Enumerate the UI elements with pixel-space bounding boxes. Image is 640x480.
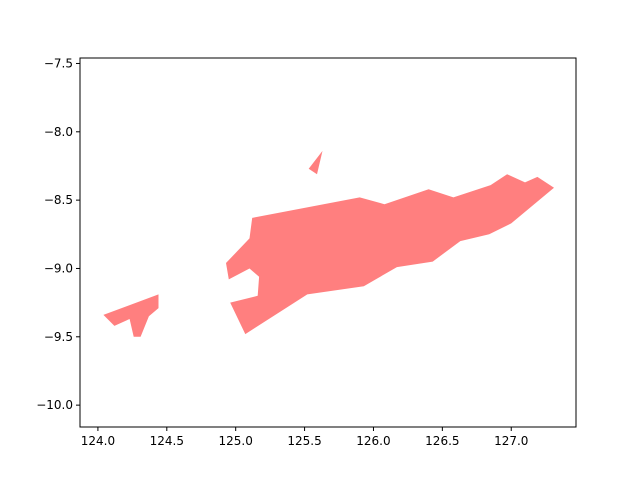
y-axis-ticks: −7.5 −8.0 −8.5 −9.0 −9.5 −10.0 <box>36 56 80 412</box>
y-tick-label: −8.0 <box>44 125 73 139</box>
region-polygon <box>226 174 554 335</box>
y-tick-label: −7.5 <box>44 56 73 70</box>
x-tick-label: 124.0 <box>81 434 115 448</box>
x-tick-label: 125.5 <box>287 434 321 448</box>
region-polygon <box>308 150 323 175</box>
y-tick-label: −8.5 <box>44 193 73 207</box>
x-axis-ticks: 124.0 124.5 125.0 125.5 126.0 126.5 127.0 <box>81 427 528 448</box>
x-tick-label: 124.5 <box>150 434 184 448</box>
x-tick-label: 126.5 <box>425 434 459 448</box>
x-tick-label: 127.0 <box>494 434 528 448</box>
axes-frame <box>79 57 577 428</box>
y-tick-label: −10.0 <box>36 398 73 412</box>
y-tick-label: −9.0 <box>44 261 73 275</box>
x-tick-label: 125.0 <box>219 434 253 448</box>
y-tick-label: −9.5 <box>44 330 73 344</box>
region-layer <box>103 150 554 337</box>
x-tick-label: 126.0 <box>356 434 390 448</box>
region-polygon <box>103 294 159 337</box>
